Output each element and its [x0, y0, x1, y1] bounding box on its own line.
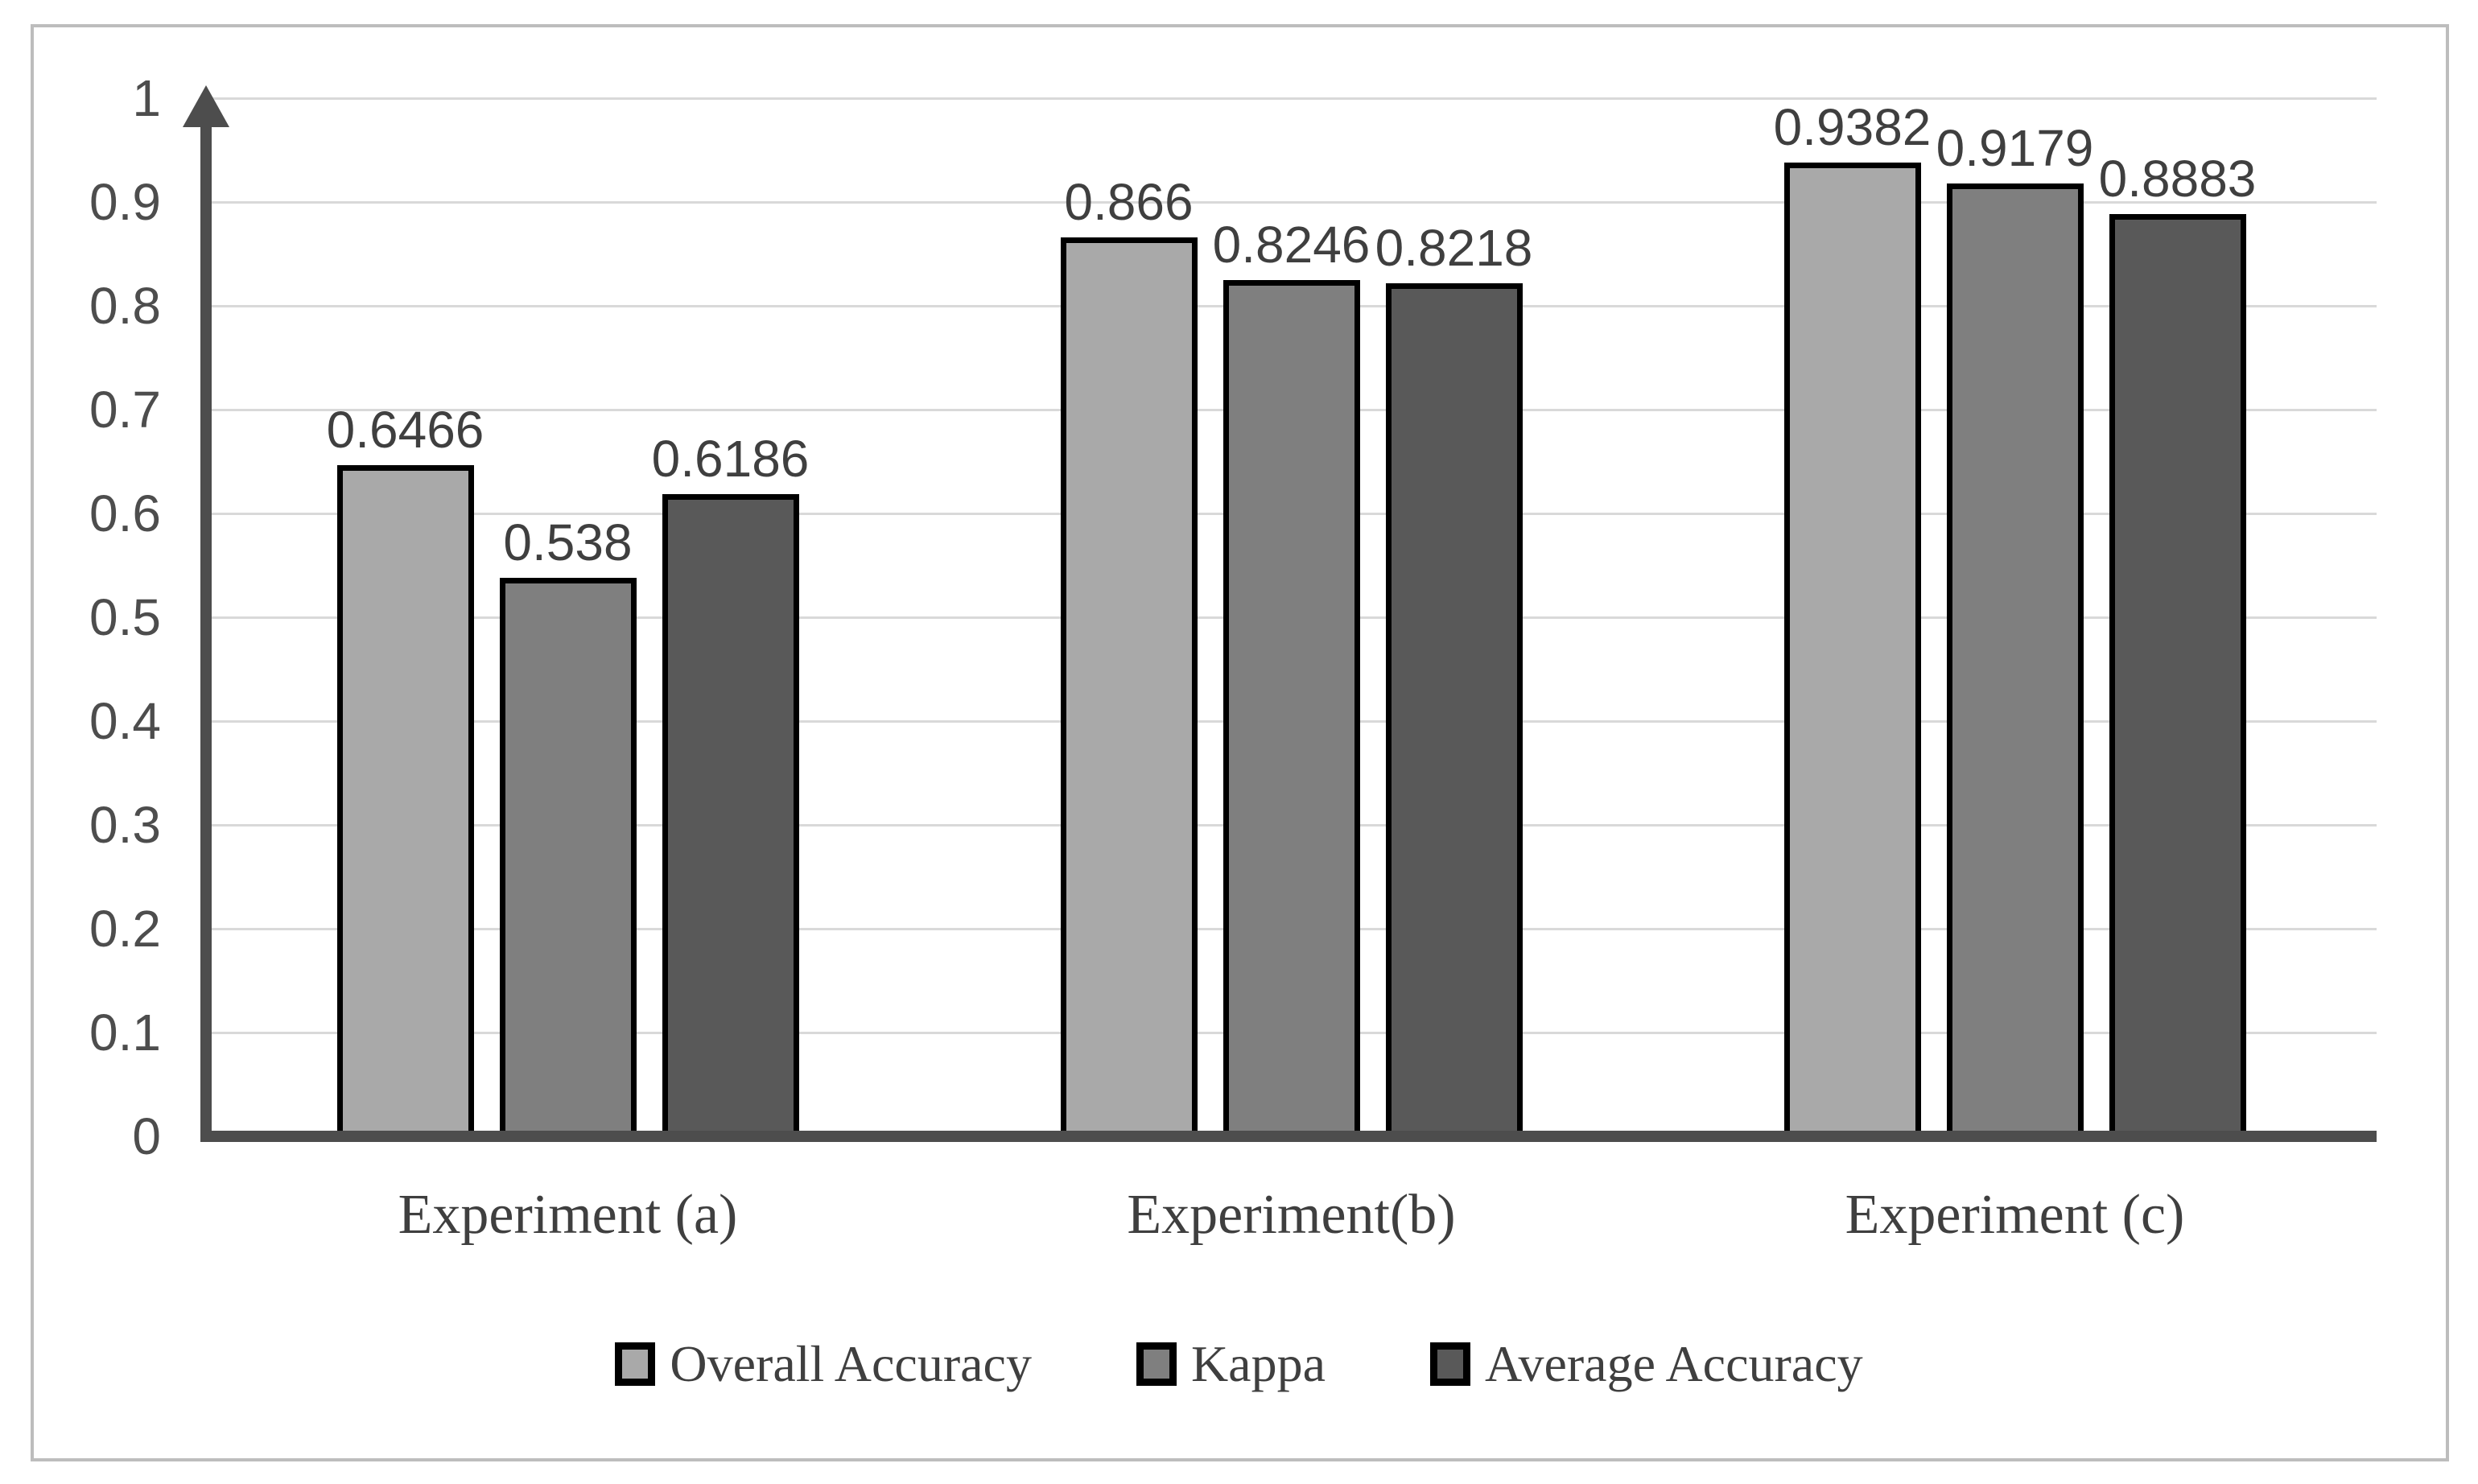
y-tick-label: 0.1 [89, 1004, 161, 1061]
data-label-average-accuracy-experiment-a: 0.6186 [651, 430, 810, 488]
bar-overall-accuracy-experiment-b [1060, 237, 1198, 1136]
y-tick-label: 0.8 [89, 277, 161, 335]
bar-kappa-experiment-b [1223, 280, 1360, 1136]
y-tick-label: 0.5 [89, 588, 161, 646]
x-category-label-experiment-c: Experiment (c) [1845, 1184, 2185, 1246]
y-tick-label: 0 [132, 1107, 161, 1165]
y-tick-label: 0.4 [89, 692, 161, 750]
legend-label: Overall Accuracy [670, 1335, 1032, 1392]
x-category-label-experiment-a: Experiment (a) [398, 1184, 738, 1246]
y-tick-label: 0.7 [89, 381, 161, 439]
data-label-kappa-experiment-c: 0.9179 [1936, 119, 2094, 177]
data-label-kappa-experiment-a: 0.538 [503, 513, 633, 571]
gridline [206, 97, 2377, 100]
bar-average-accuracy-experiment-a [662, 494, 799, 1136]
legend-swatch-icon [1136, 1342, 1177, 1386]
x-category-label-experiment-b: Experiment(b) [1127, 1184, 1456, 1246]
gridline [206, 201, 2377, 204]
legend-item-overall-accuracy: Overall Accuracy [615, 1334, 1032, 1394]
legend: Overall Accuracy Kappa Average Accuracy [0, 1326, 2478, 1402]
data-label-average-accuracy-experiment-b: 0.8218 [1375, 219, 1533, 277]
data-label-average-accuracy-experiment-c: 0.8883 [2098, 150, 2257, 208]
legend-item-average-accuracy: Average Accuracy [1429, 1334, 1863, 1394]
y-tick-label: 0.2 [89, 900, 161, 958]
y-tick-label: 0.3 [89, 796, 161, 854]
data-label-kappa-experiment-b: 0.8246 [1212, 216, 1371, 274]
data-label-overall-accuracy-experiment-c: 0.9382 [1773, 98, 1932, 156]
y-axis-line [200, 121, 212, 1136]
bar-overall-accuracy-experiment-c [1783, 163, 1921, 1136]
legend-label: Kappa [1190, 1335, 1326, 1392]
bar-overall-accuracy-experiment-a [336, 465, 474, 1136]
bar-average-accuracy-experiment-b [1385, 283, 1523, 1136]
legend-label: Average Accuracy [1484, 1335, 1863, 1392]
y-tick-label: 1 [132, 69, 161, 127]
legend-swatch-icon [1429, 1342, 1470, 1386]
bar-kappa-experiment-c [1946, 183, 2084, 1136]
legend-swatch-icon [615, 1342, 656, 1386]
data-label-overall-accuracy-experiment-b: 0.866 [1064, 173, 1194, 231]
bar-average-accuracy-experiment-c [2109, 214, 2246, 1136]
legend-item-kappa: Kappa [1136, 1334, 1326, 1394]
y-axis-arrow-icon [183, 85, 229, 127]
x-axis-line [200, 1131, 2377, 1142]
bar-kappa-experiment-a [499, 578, 637, 1136]
data-label-overall-accuracy-experiment-a: 0.6466 [326, 401, 484, 459]
y-tick-label: 0.6 [89, 484, 161, 542]
y-tick-label: 0.9 [89, 173, 161, 231]
